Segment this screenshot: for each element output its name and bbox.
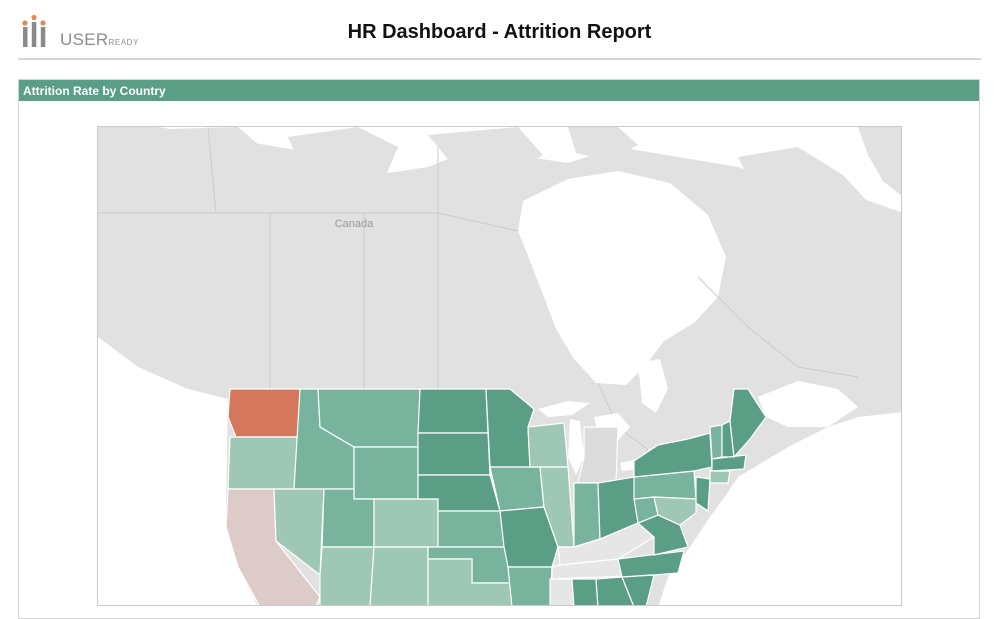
state-connecticut[interactable]	[709, 470, 731, 484]
state-alabama[interactable]	[571, 578, 599, 606]
map-canvas[interactable]: Canada	[98, 127, 902, 606]
logo-text: USERREADY	[60, 30, 139, 50]
page-title: HR Dashboard - Attrition Report	[347, 21, 652, 43]
state-georgia[interactable]	[595, 576, 634, 606]
state-arkansas[interactable]	[507, 566, 553, 606]
us-states	[225, 388, 767, 606]
james-bay	[638, 359, 668, 413]
state-wisconsin[interactable]	[527, 422, 569, 468]
state-south-dakota[interactable]	[417, 432, 491, 476]
state-wyoming[interactable]	[353, 446, 419, 500]
state-michigan[interactable]	[577, 426, 619, 484]
hudson-bay	[518, 171, 726, 385]
panel-title: Attrition Rate by Country	[23, 84, 166, 98]
state-new-mexico[interactable]	[369, 546, 429, 606]
arctic-island-4	[568, 127, 638, 161]
logo-icon	[22, 14, 46, 47]
state-north-dakota[interactable]	[417, 388, 489, 434]
atlantic-ocean	[658, 412, 901, 605]
panel-header-bar: Attrition Rate by Country	[19, 80, 979, 101]
attrition-map[interactable]: Canada	[97, 126, 902, 606]
state-maryland[interactable]	[653, 496, 697, 526]
state-maine[interactable]	[729, 388, 767, 459]
state-indiana[interactable]	[573, 482, 601, 548]
state-vermont[interactable]	[709, 424, 723, 460]
logo-text-main: USER	[60, 30, 109, 49]
gulf-of-st-lawrence	[758, 381, 858, 427]
state-iowa[interactable]	[489, 466, 545, 512]
country-label-canada: Canada	[335, 218, 374, 230]
state-arizona[interactable]	[319, 546, 375, 606]
arctic-island-2	[288, 127, 398, 187]
state-new-jersey[interactable]	[695, 476, 711, 513]
userready-logo[interactable]: USERREADY	[20, 14, 140, 54]
state-north-carolina[interactable]	[617, 550, 685, 578]
arctic-island-1	[168, 127, 268, 187]
state-colorado[interactable]	[373, 498, 439, 548]
arctic-island-3	[428, 127, 543, 175]
state-mississippi[interactable]	[549, 578, 575, 606]
state-kansas[interactable]	[437, 510, 505, 548]
page-header: USERREADY HR Dashboard - Attrition Repor…	[18, 0, 981, 60]
baffin-island	[738, 147, 888, 267]
state-oregon[interactable]	[227, 436, 301, 490]
state-washington[interactable]	[227, 388, 301, 438]
logo-text-small: READY	[108, 38, 139, 47]
province-borders	[98, 127, 859, 508]
greenland-edge	[858, 127, 901, 196]
pacific-ocean	[98, 337, 257, 605]
